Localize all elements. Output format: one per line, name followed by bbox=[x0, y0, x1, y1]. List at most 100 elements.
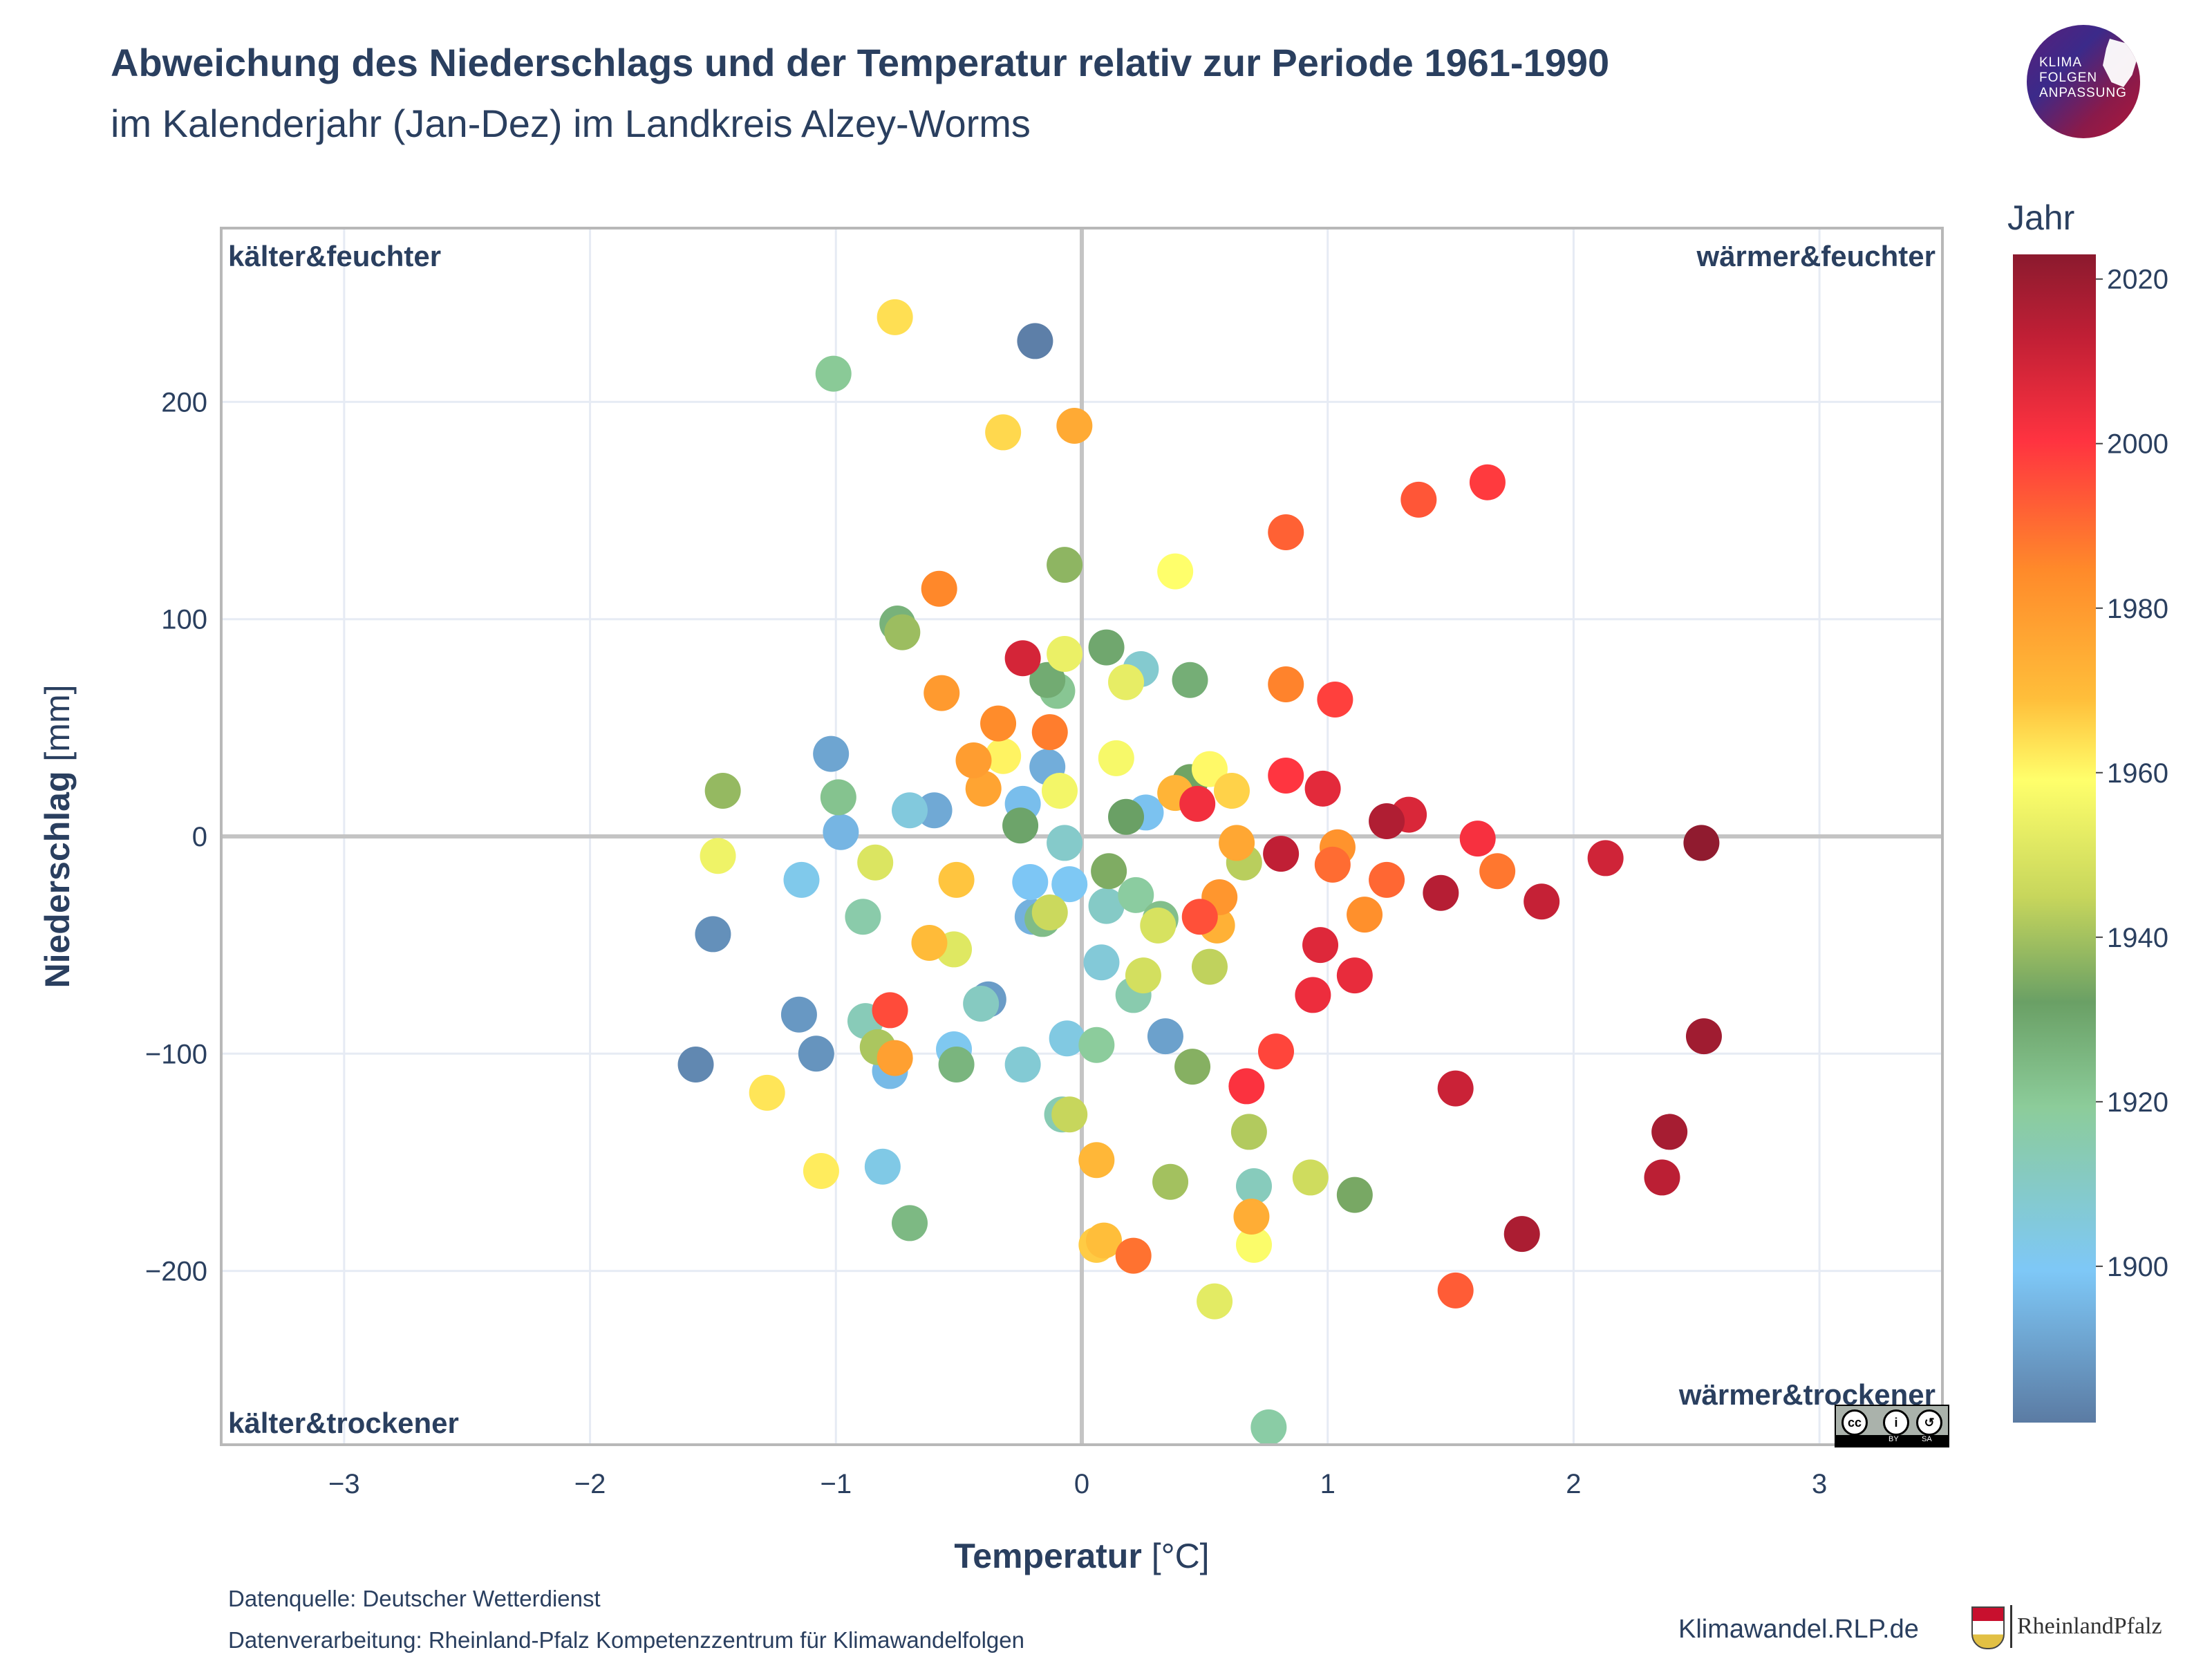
data-point bbox=[857, 844, 894, 881]
data-point bbox=[921, 570, 957, 607]
data-point bbox=[1292, 1159, 1329, 1196]
data-point bbox=[700, 838, 736, 874]
data-point bbox=[1524, 883, 1560, 920]
y-tick-labels: −200 −100 0 100 200 bbox=[145, 387, 207, 1286]
y-tick-label: 100 bbox=[161, 605, 207, 635]
data-point bbox=[1469, 464, 1506, 500]
data-point bbox=[1091, 853, 1127, 890]
data-point bbox=[1098, 740, 1134, 776]
y-axis-title-unit: [mm] bbox=[38, 685, 77, 771]
data-point bbox=[1250, 1409, 1287, 1445]
logo-line-1: KLIMA bbox=[2039, 55, 2083, 70]
data-point bbox=[1152, 1163, 1189, 1200]
data-point bbox=[1191, 948, 1228, 985]
x-tick-label: 1 bbox=[1320, 1469, 1335, 1499]
y-tick-label: −200 bbox=[145, 1257, 207, 1287]
data-point bbox=[695, 916, 731, 953]
colorbar-tick-labels: 1900 1920 1940 1960 1980 2000 2020 bbox=[2096, 265, 2168, 1282]
data-point bbox=[1213, 773, 1250, 809]
data-point bbox=[1503, 1216, 1540, 1253]
y-tick-label: 0 bbox=[192, 822, 207, 852]
data-point bbox=[955, 742, 992, 778]
data-point bbox=[1268, 514, 1304, 550]
data-point bbox=[1233, 1199, 1270, 1235]
data-point bbox=[1336, 957, 1373, 994]
x-tick-label: 2 bbox=[1566, 1469, 1581, 1499]
data-point bbox=[1118, 877, 1154, 913]
data-point bbox=[1031, 894, 1068, 930]
data-point bbox=[1078, 1027, 1115, 1063]
website-link[interactable]: Klimawandel.RLP.de bbox=[1678, 1615, 1919, 1644]
colorbar bbox=[2013, 254, 2096, 1423]
data-point bbox=[1047, 636, 1083, 672]
data-point bbox=[938, 1047, 975, 1082]
cc-by-sa-badge: cc i ↺ BY SA bbox=[1835, 1405, 1949, 1447]
data-point bbox=[1587, 840, 1624, 877]
data-point bbox=[1047, 547, 1083, 583]
data-point bbox=[1147, 1018, 1183, 1055]
x-tick-label: −1 bbox=[820, 1469, 852, 1499]
data-point bbox=[1369, 803, 1405, 839]
data-point bbox=[1056, 408, 1093, 444]
data-point bbox=[1086, 1222, 1123, 1259]
x-axis-title-bold: Temperatur bbox=[954, 1537, 1141, 1575]
data-point bbox=[815, 355, 852, 392]
colorbar-tick-label: 1940 bbox=[2107, 923, 2168, 953]
data-point bbox=[1369, 861, 1405, 898]
data-point bbox=[938, 861, 975, 898]
data-point bbox=[823, 814, 859, 850]
data-point bbox=[1029, 662, 1066, 698]
data-point bbox=[980, 705, 1017, 742]
data-point bbox=[1051, 1096, 1088, 1133]
data-point bbox=[1181, 899, 1218, 935]
data-point bbox=[1083, 944, 1120, 981]
data-point bbox=[872, 992, 908, 1029]
data-point bbox=[749, 1074, 785, 1111]
data-point bbox=[1031, 714, 1068, 751]
plot-frame bbox=[220, 227, 1944, 1446]
data-point bbox=[1219, 825, 1255, 861]
data-point bbox=[924, 675, 960, 711]
data-point bbox=[1302, 927, 1339, 964]
data-point bbox=[1347, 897, 1383, 933]
data-point bbox=[1179, 785, 1216, 822]
quadrant-top-right-label: wärmer&feuchter bbox=[1696, 240, 1936, 272]
data-point bbox=[1157, 553, 1194, 590]
colorbar-tick-label: 2020 bbox=[2107, 265, 2168, 295]
y-axis-title-bold: Niederschlag bbox=[38, 771, 77, 988]
data-point bbox=[1314, 846, 1351, 883]
data-point bbox=[1651, 1114, 1688, 1150]
data-point bbox=[877, 1040, 913, 1076]
data-point bbox=[1125, 957, 1161, 994]
data-point bbox=[911, 925, 948, 961]
data-point bbox=[877, 299, 913, 335]
data-point bbox=[1685, 1018, 1722, 1055]
data-point bbox=[1108, 798, 1145, 835]
chart-title: Abweichung des Niederschlags und der Tem… bbox=[111, 41, 1610, 84]
rheinland-pfalz-logo: RheinlandPfalz bbox=[1971, 1602, 2162, 1651]
data-points bbox=[677, 299, 1722, 1445]
data-point bbox=[1268, 666, 1304, 702]
data-point bbox=[1336, 1177, 1373, 1213]
cc-icon: cc bbox=[1841, 1409, 1868, 1436]
data-point bbox=[1479, 853, 1516, 890]
x-tick-label: −2 bbox=[574, 1469, 606, 1499]
data-point bbox=[1304, 770, 1341, 807]
data-point bbox=[1437, 1070, 1474, 1107]
data-point bbox=[1317, 682, 1353, 718]
rlp-shield-icon bbox=[1971, 1606, 2005, 1649]
data-point bbox=[1051, 866, 1088, 903]
data-point bbox=[1041, 773, 1078, 809]
data-point bbox=[783, 861, 820, 898]
colorbar-tick-label: 1960 bbox=[2107, 758, 2168, 789]
data-point bbox=[1191, 751, 1228, 787]
colorbar-tick-label: 1900 bbox=[2107, 1252, 2168, 1282]
data-point bbox=[1004, 640, 1041, 677]
data-point bbox=[985, 738, 1022, 774]
data-point bbox=[892, 1205, 928, 1241]
by-icon: i bbox=[1883, 1409, 1909, 1436]
data-point bbox=[1088, 629, 1125, 666]
data-point bbox=[1263, 836, 1300, 872]
x-tick-label: 0 bbox=[1074, 1469, 1089, 1499]
